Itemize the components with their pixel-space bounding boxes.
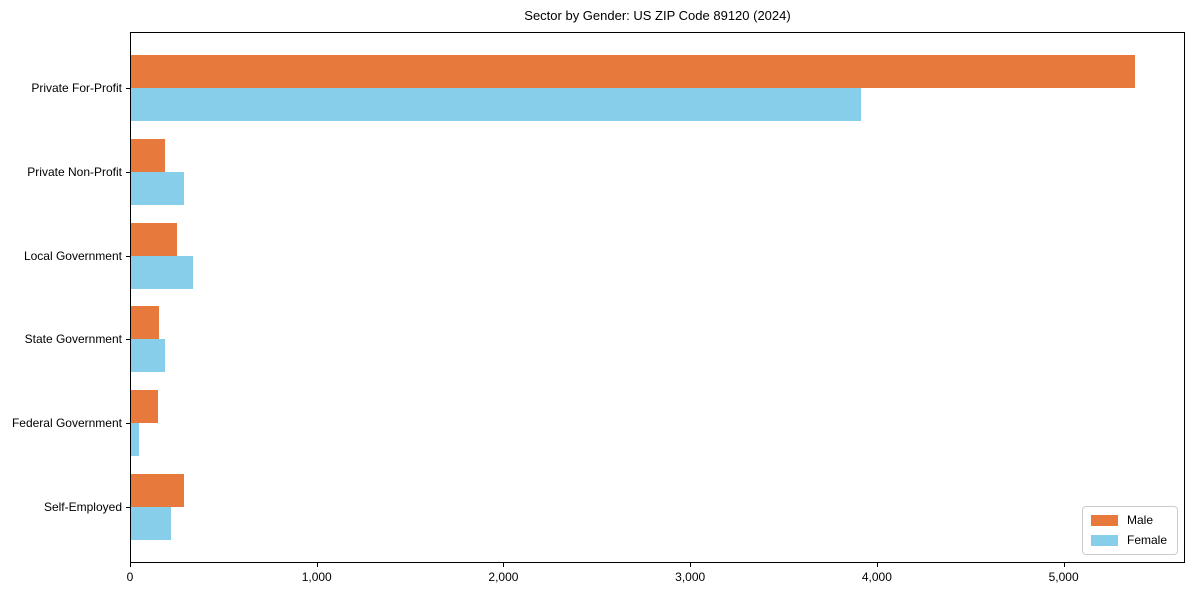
y-tick-label: Private Non-Profit [27, 164, 122, 179]
legend-label-male: Male [1126, 513, 1153, 527]
bar-male [131, 222, 178, 256]
x-tick-mark [690, 563, 692, 567]
bar-female [131, 423, 140, 457]
x-tick-label: 0 [126, 570, 134, 584]
x-tick-mark [876, 563, 878, 567]
bar-male [131, 390, 158, 424]
x-tick-label: 4,000 [861, 570, 892, 584]
y-tick-mark [126, 423, 130, 425]
x-tick-label: 3,000 [675, 570, 706, 584]
y-tick-label: Local Government [23, 248, 122, 263]
bar-male [131, 138, 165, 172]
y-tick-mark [126, 255, 130, 257]
bar-female [131, 88, 861, 121]
x-tick-mark [316, 563, 318, 567]
y-tick-mark [126, 339, 130, 341]
x-tick-mark [503, 563, 505, 567]
bar-female [131, 507, 172, 540]
x-tick-mark [130, 563, 131, 567]
bar-male [131, 55, 1135, 88]
y-tick-label: Federal Government [11, 416, 122, 431]
bar-female [131, 339, 165, 373]
legend-label-female: Female [1126, 533, 1167, 547]
bar-female [131, 171, 184, 205]
y-tick-label: Private For-Profit [31, 81, 122, 95]
x-tick-label: 2,000 [488, 570, 519, 584]
y-tick-mark [126, 507, 130, 508]
x-tick-mark [1063, 563, 1065, 567]
bar-male [131, 474, 185, 507]
x-tick-label: 5,000 [1048, 570, 1079, 584]
legend-entry-male: Male [1090, 513, 1167, 527]
legend-entry-female: Female [1090, 533, 1167, 547]
y-tick-label: State Government [24, 332, 122, 347]
chart-title: Sector by Gender: US ZIP Code 89120 (202… [524, 8, 791, 23]
y-tick-mark [126, 171, 130, 173]
legend: Male Female [1081, 506, 1178, 555]
y-tick-label: Self-Employed [43, 500, 122, 514]
x-tick-label: 1,000 [301, 570, 332, 584]
female-color-swatch [1090, 535, 1118, 546]
y-tick-mark [126, 88, 130, 89]
male-color-swatch [1090, 515, 1118, 526]
bar-female [131, 255, 194, 289]
plot-area: Male Female [130, 32, 1185, 563]
bar-male [131, 306, 160, 340]
